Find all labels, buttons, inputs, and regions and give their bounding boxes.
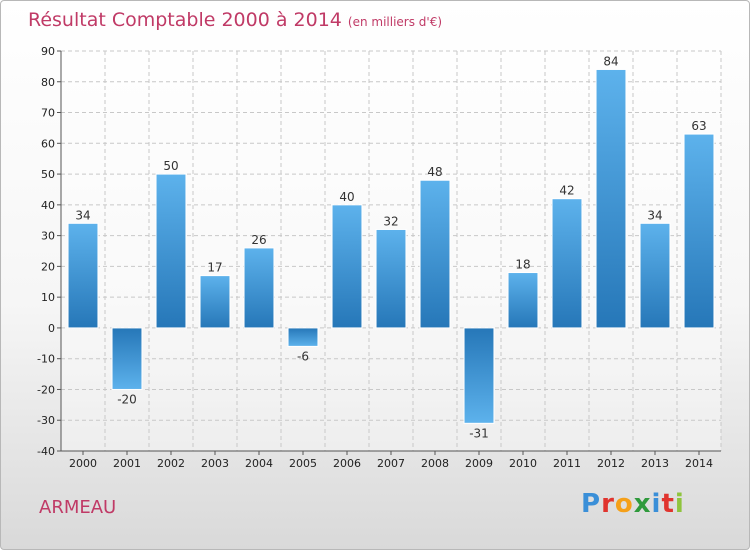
y-tick-label: -30 bbox=[37, 414, 55, 427]
y-tick-label: 20 bbox=[41, 260, 55, 273]
data-label: 48 bbox=[427, 165, 442, 179]
data-label: 17 bbox=[207, 261, 222, 275]
x-tick-label: 2002 bbox=[157, 457, 185, 470]
bar[interactable] bbox=[419, 179, 451, 329]
logo-letter: x bbox=[633, 489, 652, 519]
x-tick-label: 2008 bbox=[421, 457, 449, 470]
data-label: 34 bbox=[75, 208, 90, 222]
proxiti-logo[interactable]: Proxiti bbox=[581, 489, 685, 519]
bar[interactable] bbox=[375, 228, 407, 329]
y-tick-label: 50 bbox=[41, 168, 55, 181]
data-label: 26 bbox=[251, 233, 266, 247]
x-tick-label: 2014 bbox=[685, 457, 713, 470]
data-label: 32 bbox=[383, 214, 398, 228]
bar[interactable] bbox=[287, 327, 319, 347]
data-label: 50 bbox=[163, 159, 178, 173]
y-tick-label: 40 bbox=[41, 199, 55, 212]
label-layer: 34 -20 50 17 26 -6 40 32 48 -31 18 42 84 34 63 bbox=[75, 54, 706, 440]
x-tick-label: 2010 bbox=[509, 457, 537, 470]
bar[interactable] bbox=[507, 272, 539, 329]
x-tick-label: 2001 bbox=[113, 457, 141, 470]
axis-layer: -40 -30 -20 -10 0 10 20 30 40 50 60 70 80 90 2000 2001 2… bbox=[37, 45, 721, 470]
x-tick-label: 2013 bbox=[641, 457, 669, 470]
logo-letter: P bbox=[581, 489, 602, 519]
y-tick-label: 10 bbox=[41, 291, 55, 304]
y-tick-label: 0 bbox=[48, 322, 55, 335]
x-tick-label: 2005 bbox=[289, 457, 317, 470]
x-tick-label: 2009 bbox=[465, 457, 493, 470]
bar[interactable] bbox=[331, 204, 363, 329]
x-tick-label: 2006 bbox=[333, 457, 361, 470]
bar[interactable] bbox=[111, 327, 143, 390]
y-tick-label: -40 bbox=[37, 445, 55, 458]
data-label: -6 bbox=[297, 349, 309, 363]
commune-name: ARMEAU bbox=[39, 497, 117, 518]
y-tick-label: 90 bbox=[41, 45, 55, 58]
data-label: 18 bbox=[515, 258, 530, 272]
bar-layer bbox=[67, 68, 715, 424]
bar[interactable] bbox=[67, 222, 99, 329]
data-label: 34 bbox=[647, 208, 662, 222]
bar[interactable] bbox=[463, 327, 495, 424]
y-tick-label: 80 bbox=[41, 76, 55, 89]
bar[interactable] bbox=[155, 173, 187, 329]
y-tick-label: 30 bbox=[41, 230, 55, 243]
x-tick-label: 2012 bbox=[597, 457, 625, 470]
y-tick-label: -20 bbox=[37, 383, 55, 396]
x-tick-label: 2011 bbox=[553, 457, 581, 470]
data-label: 40 bbox=[339, 190, 354, 204]
data-label: -20 bbox=[117, 392, 137, 406]
y-tick-label: -10 bbox=[37, 353, 55, 366]
logo-letter: t bbox=[661, 489, 675, 519]
y-tick-label: 70 bbox=[41, 107, 55, 120]
bar[interactable] bbox=[639, 222, 671, 329]
logo-letter: r bbox=[601, 489, 615, 519]
bar[interactable] bbox=[199, 275, 231, 329]
bar[interactable] bbox=[683, 133, 715, 329]
bar[interactable] bbox=[595, 68, 627, 329]
chart-unit: (en milliers d'€) bbox=[347, 15, 443, 29]
data-label: 84 bbox=[603, 54, 618, 68]
data-label: 42 bbox=[559, 184, 574, 198]
logo-letter: i bbox=[651, 489, 662, 519]
x-tick-label: 2007 bbox=[377, 457, 405, 470]
chart-title-text: Résultat Comptable 2000 à 2014 bbox=[28, 9, 342, 31]
data-label: -31 bbox=[469, 426, 489, 440]
chart-title: Résultat Comptable 2000 à 2014 (en millie… bbox=[28, 9, 442, 31]
y-tick-label: 60 bbox=[41, 137, 55, 150]
logo-letter: i bbox=[674, 489, 685, 519]
x-tick-label: 2003 bbox=[201, 457, 229, 470]
x-tick-label: 2000 bbox=[69, 457, 97, 470]
bar[interactable] bbox=[551, 198, 583, 329]
bar[interactable] bbox=[243, 247, 275, 329]
x-tick-label: 2004 bbox=[245, 457, 273, 470]
data-label: 63 bbox=[691, 119, 706, 133]
logo-letter: o bbox=[614, 489, 634, 519]
